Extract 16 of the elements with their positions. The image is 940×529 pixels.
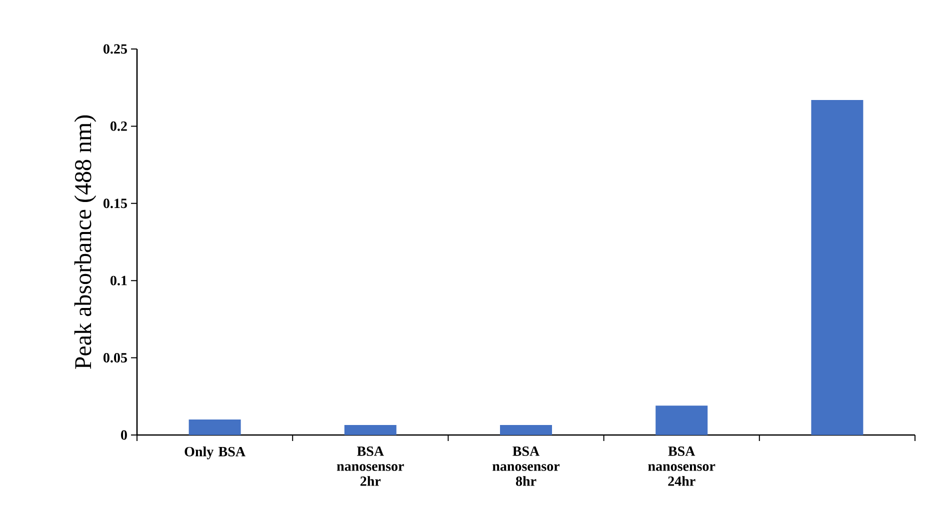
bar [500,424,552,435]
y-tick-label: 0 [121,430,127,440]
y-tick-label: 0.2 [110,121,127,131]
bar [656,406,708,435]
y-tick-label: 0.05 [104,353,127,363]
y-axis-title: Peak absorbance (488 nm) [74,115,96,369]
x-tick-label: BSA nanosensor 2hr [336,446,404,486]
bar [344,424,396,435]
x-tick-label: BSA nanosensor 24hr [648,446,716,486]
bar [188,420,241,435]
x-tick-label: BSA nanosensor 8hr [492,446,560,486]
x-tick-label: Only BSA [184,446,246,460]
y-tick-label: 0.15 [104,198,127,208]
y-tick-label: 0.25 [104,44,127,54]
y-tick-label: 0.1 [110,276,127,286]
bar [811,100,864,435]
